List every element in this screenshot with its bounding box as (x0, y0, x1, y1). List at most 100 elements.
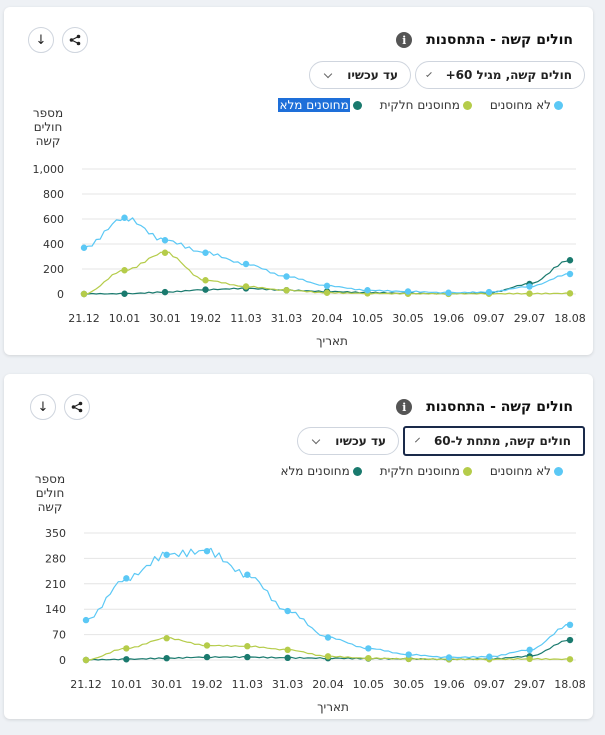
y-axis-label: מספר חולים קשה (32, 106, 64, 148)
legend-dot (352, 100, 362, 110)
data-point-unvaccinated (244, 571, 251, 578)
data-point-partial (242, 283, 250, 290)
data-point-unvaccinated (163, 551, 170, 558)
data-point-unvaccinated (121, 214, 128, 221)
data-point-unvaccinated (283, 273, 290, 280)
data-point-full (163, 654, 170, 662)
legend-item-partial[interactable]: מחוסנים חלקית (380, 98, 472, 112)
x-tick-label: 11.03 (232, 678, 264, 691)
data-point-partial (121, 267, 128, 274)
y-tick-label: 70 (52, 629, 66, 642)
y-tick-label: 1,000 (33, 163, 65, 176)
legend-item-full[interactable]: מחוסנים מלא (280, 464, 362, 478)
x-tick-label: 31.03 (271, 312, 303, 325)
data-point-unvaccinated (526, 283, 533, 290)
card-header: חולים קשה - התחסנות i (396, 394, 573, 420)
data-point-unvaccinated (486, 653, 493, 660)
data-point-full (202, 286, 209, 293)
data-point-unvaccinated (445, 654, 453, 661)
data-point-unvaccinated (566, 270, 574, 278)
data-point-full (121, 290, 128, 297)
data-point-full (161, 288, 169, 296)
download-button[interactable]: ↓ (30, 394, 56, 420)
age-group-select[interactable]: חולים קשה, מתחת ל-60 (403, 426, 585, 456)
download-icon: ↓ (35, 32, 47, 48)
info-icon[interactable]: i (396, 32, 413, 48)
legend-label: מחוסנים מלא (280, 464, 350, 478)
data-point-full (284, 654, 291, 662)
time-range-select[interactable]: עד עכשיו (309, 61, 411, 89)
x-tick-label: 19.02 (190, 312, 222, 325)
y-tick-label: 200 (43, 263, 64, 276)
chart-card-over-60: חולים קשה - התחסנות i ↓ חולים קשה, מגיל … (4, 7, 593, 355)
x-tick-label: 30.01 (149, 312, 181, 325)
legend-dot (554, 466, 563, 476)
data-point-partial (161, 249, 169, 256)
x-tick-label: 10.05 (353, 678, 385, 691)
series-line-unvaccinated (85, 547, 571, 659)
data-point-partial (365, 654, 372, 662)
data-point-unvaccinated (242, 260, 250, 268)
legend-item-partial[interactable]: מחוסנים חלקית (380, 464, 472, 478)
data-point-unvaccinated (404, 288, 412, 295)
x-tick-label: 29.07 (514, 678, 546, 691)
x-tick-label: 31.03 (272, 678, 304, 691)
share-button[interactable] (64, 394, 90, 420)
x-tick-label: 29.07 (514, 312, 546, 325)
legend-item-unvaccinated[interactable]: לא מחוסנים (490, 98, 563, 112)
y-axis-label: מספר חולים קשה (34, 472, 66, 514)
time-range-select[interactable]: עד עכשיו (297, 427, 399, 455)
legend-dot (554, 100, 563, 110)
data-point-full (123, 656, 130, 663)
data-point-unvaccinated (405, 651, 412, 658)
legend-label: מחוסנים חלקית (379, 464, 460, 478)
data-point-partial (163, 635, 170, 642)
data-point-unvaccinated (365, 645, 372, 652)
chart-legend: לא מחוסנים מחוסנים חלקית מחוסנים מלא (260, 98, 563, 112)
x-tick-label: 10.01 (109, 312, 141, 325)
share-icon (69, 34, 81, 46)
y-tick-label: 600 (43, 213, 64, 226)
data-point-unvaccinated (82, 616, 90, 624)
legend-item-full[interactable]: מחוסנים מלא (278, 98, 362, 112)
legend-dot (352, 466, 362, 476)
data-point-partial (123, 645, 130, 652)
x-tick-label: 30.05 (393, 678, 425, 691)
x-tick-label: 30.01 (151, 678, 183, 691)
x-tick-label: 19.06 (433, 678, 465, 691)
legend-dot (462, 466, 472, 476)
data-point-unvaccinated (323, 282, 331, 290)
data-point-unvaccinated (364, 287, 371, 294)
data-point-unvaccinated (445, 289, 452, 296)
x-tick-label: 21.12 (68, 312, 100, 325)
info-icon[interactable]: i (396, 399, 413, 415)
x-tick-label: 10.05 (352, 312, 384, 325)
data-point-partial (82, 656, 90, 664)
legend-label: לא מחוסנים (489, 464, 551, 478)
chart-plot: 0 70 140 210 280 350 21.12 10.01 30.01 19.02 11.03… (45, 527, 586, 714)
data-point-unvaccinated (202, 249, 209, 256)
x-tick-label: 19.02 (191, 678, 223, 691)
chart-plot: 0 200 400 600 800 1,000 21.12 10.01 30.01 19.02 11… (33, 163, 586, 348)
x-tick-label: 09.07 (474, 678, 506, 691)
data-point-partial (244, 643, 251, 650)
legend-item-unvaccinated[interactable]: לא מחוסנים (490, 464, 563, 478)
card-header: חולים קשה - התחסנות i (396, 27, 573, 53)
share-button[interactable] (62, 27, 88, 53)
x-tick-label: 18.08 (554, 678, 586, 691)
age-group-select-value: חולים קשה, מתחת ל-60 (433, 434, 571, 448)
y-tick-label: 280 (45, 552, 66, 565)
chart-title: חולים קשה - התחסנות (426, 32, 573, 48)
share-icon (71, 401, 83, 413)
data-point-full (244, 653, 251, 661)
chart-legend: לא מחוסנים מחוסנים חלקית מחוסנים מלא (262, 464, 563, 478)
legend-label: לא מחוסנים (489, 98, 551, 112)
data-point-partial (323, 289, 331, 296)
x-tick-label: 18.08 (554, 312, 586, 325)
y-tick-label: 800 (43, 188, 64, 201)
data-point-unvaccinated (123, 575, 130, 582)
age-group-select[interactable]: חולים קשה, מגיל 60+ (415, 61, 585, 89)
data-point-unvaccinated (284, 607, 291, 615)
download-button[interactable]: ↓ (28, 27, 54, 53)
legend-dot (462, 100, 472, 110)
